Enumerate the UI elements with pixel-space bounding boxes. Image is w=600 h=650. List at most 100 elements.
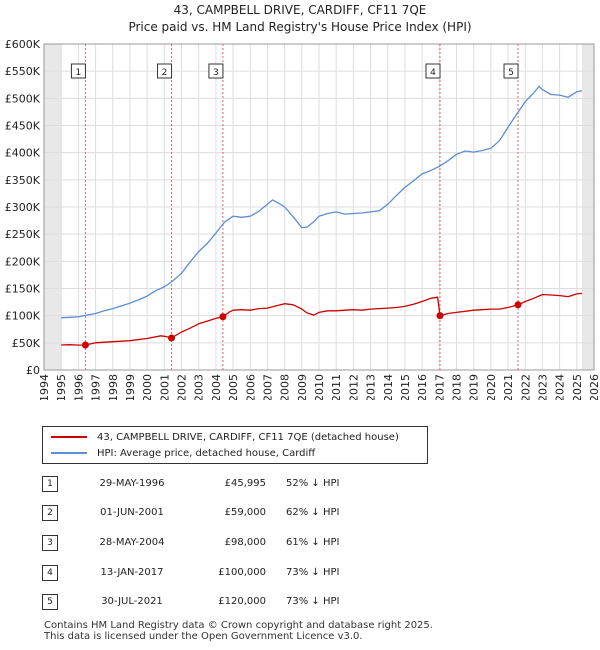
x-tick-label: 1997	[90, 374, 103, 400]
x-tick-label: 2012	[347, 374, 360, 400]
sale-date: 28-MAY-2004	[99, 537, 165, 548]
x-tick-label: 2020	[485, 374, 498, 400]
y-tick-label: £50K	[12, 337, 41, 350]
sale-hpi-diff: 62% ↓ HPI	[286, 507, 340, 518]
y-tick-label: £400K	[5, 147, 41, 160]
chart-title: 43, CAMPBELL DRIVE, CARDIFF, CF11 7QE	[173, 3, 427, 17]
sale-label-box	[157, 63, 173, 79]
sale-label-box	[208, 63, 224, 79]
sale-price: £45,995	[224, 478, 266, 489]
legend-item-hpi: HPI: Average price, detached house, Card…	[51, 446, 315, 460]
y-tick-label: £350K	[5, 174, 41, 187]
sale-point	[219, 313, 227, 321]
x-tick-label: 1999	[124, 374, 137, 400]
legend-item-property: 43, CAMPBELL DRIVE, CARDIFF, CF11 7QE (d…	[51, 430, 399, 444]
y-tick-label: £250K	[5, 228, 41, 241]
sale-hpi-diff: 61% ↓ HPI	[286, 537, 340, 548]
chart-subtitle: Price paid vs. HM Land Registry's House …	[128, 20, 472, 34]
chart-legend: 43, CAMPBELL DRIVE, CARDIFF, CF11 7QE (d…	[42, 426, 428, 464]
price-chart: £0 £50K £100K £150K £200K £250K £300K £350K £400…	[5, 38, 600, 400]
sale-point	[436, 312, 444, 320]
x-tick-label: 2008	[279, 374, 292, 400]
sale-point	[514, 301, 522, 309]
table-row: 5 30-JUL-2021 £120,000 73% ↓ HPI	[42, 594, 462, 612]
sale-number-badge: 4	[42, 565, 58, 581]
hpi-line	[61, 85, 583, 319]
x-tick-label: 2009	[296, 374, 309, 400]
sale-hpi-diff: 73% ↓ HPI	[286, 567, 340, 578]
x-tick-label: 2003	[193, 374, 206, 400]
sale-point	[168, 334, 176, 342]
y-tick-label: £150K	[5, 283, 41, 296]
footer-notice: Contains HM Land Registry data © Crown c…	[44, 620, 433, 642]
sale-label-box	[70, 63, 86, 79]
legend-label-hpi: HPI: Average price, detached house, Card…	[97, 447, 316, 459]
x-tick-label: 2002	[176, 374, 189, 400]
x-tick-label: 2026	[588, 374, 600, 400]
x-tick-label: 2018	[451, 374, 464, 400]
x-tick-label: 2007	[261, 374, 274, 400]
sale-label-number: 4	[430, 68, 436, 78]
x-tick-label: 1998	[107, 374, 120, 400]
sale-label-number: 1	[76, 68, 82, 78]
plot-border	[43, 43, 595, 371]
footer-copyright: Contains HM Land Registry data © Crown c…	[44, 620, 433, 631]
sale-number-badge: 1	[42, 476, 58, 492]
table-row: 4 13-JAN-2017 £100,000 73% ↓ HPI	[42, 565, 462, 583]
x-tick-label: 2017	[433, 374, 446, 400]
sale-point	[81, 341, 89, 349]
table-row: 2 01-JUN-2001 £59,000 62% ↓ HPI	[42, 505, 462, 523]
y-tick-label: £0	[26, 364, 40, 377]
x-tick-label: 2019	[468, 374, 481, 400]
y-tick-label: £450K	[5, 120, 41, 133]
x-tick-label: 2001	[158, 374, 171, 400]
legend-label-property: 43, CAMPBELL DRIVE, CARDIFF, CF11 7QE (d…	[97, 431, 399, 443]
sale-label-number: 5	[508, 68, 514, 78]
sale-label-number: 3	[213, 68, 219, 78]
sale-price: £98,000	[224, 537, 266, 548]
legend-swatch-property	[51, 436, 87, 438]
table-row: 3 28-MAY-2004 £98,000 61% ↓ HPI	[42, 535, 462, 553]
sale-number-badge: 2	[42, 505, 58, 521]
sale-label-number: 2	[162, 68, 168, 78]
x-tick-label: 2011	[330, 374, 343, 400]
x-tick-label: 2005	[227, 374, 240, 400]
sale-number-badge: 3	[42, 535, 58, 551]
y-tick-label: £550K	[5, 65, 41, 78]
x-tick-label: 1996	[72, 374, 85, 400]
y-tick-label: £600K	[5, 38, 41, 51]
x-tick-label: 2021	[502, 374, 515, 400]
y-tick-label: £200K	[5, 255, 41, 268]
x-tick-label: 2022	[519, 374, 532, 400]
y-tick-label: £500K	[5, 92, 41, 105]
sale-date: 13-JAN-2017	[100, 567, 164, 578]
sale-price: £59,000	[224, 507, 266, 518]
sale-price: £100,000	[218, 567, 266, 578]
x-tick-label: 1995	[55, 374, 68, 400]
sale-number-badge: 5	[42, 594, 58, 610]
x-tick-label: 2025	[571, 374, 584, 400]
x-tick-label: 1994	[38, 374, 51, 400]
x-tick-label: 2014	[382, 374, 395, 400]
table-row: 1 29-MAY-1996 £45,995 52% ↓ HPI	[42, 476, 462, 494]
sale-hpi-diff: 52% ↓ HPI	[286, 478, 340, 489]
sale-hpi-diff: 73% ↓ HPI	[286, 596, 340, 607]
x-tick-label: 2004	[210, 374, 223, 400]
x-tick-label: 2023	[536, 374, 549, 400]
sale-date: 01-JUN-2001	[100, 507, 164, 518]
x-tick-label: 2000	[141, 374, 154, 400]
legend-swatch-hpi	[51, 452, 87, 454]
x-tick-label: 2013	[365, 374, 378, 400]
x-tick-label: 2024	[554, 374, 567, 400]
x-tick-label: 2016	[416, 374, 429, 400]
sale-date: 30-JUL-2021	[101, 596, 163, 607]
y-tick-label: £300K	[5, 201, 41, 214]
y-tick-label: £100K	[5, 310, 41, 323]
sale-label-box	[425, 63, 441, 79]
sale-date: 29-MAY-1996	[99, 478, 165, 489]
x-tick-label: 2015	[399, 374, 412, 400]
sale-price: £120,000	[218, 596, 266, 607]
sale-label-box	[503, 63, 519, 79]
x-tick-label: 2010	[313, 374, 326, 400]
x-tick-label: 2006	[244, 374, 257, 400]
